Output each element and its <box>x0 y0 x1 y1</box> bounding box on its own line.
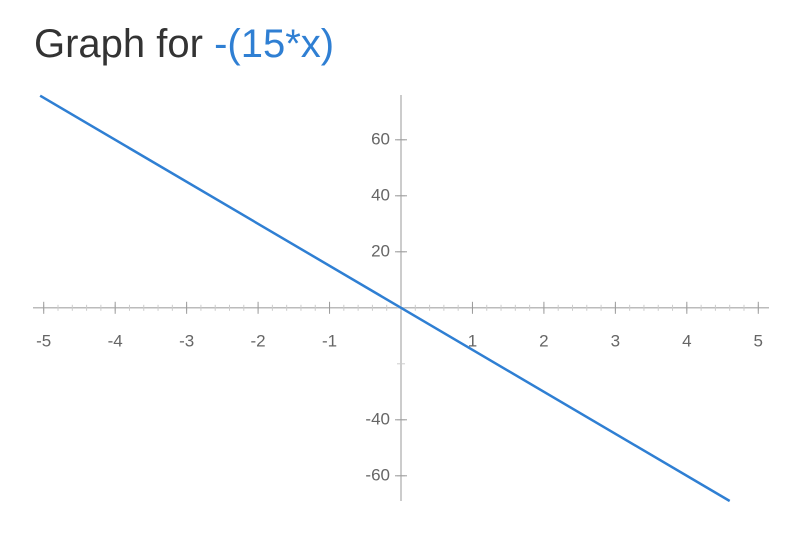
y-tick-label: 60 <box>371 129 390 148</box>
y-tick-label: -40 <box>365 409 390 428</box>
x-tick-label: -4 <box>108 331 123 350</box>
x-tick-label: 5 <box>754 331 763 350</box>
x-tick-label: -5 <box>36 331 51 350</box>
x-tick-label: 1 <box>468 331 477 350</box>
line <box>39 94 731 503</box>
title-expression: -(15*x) <box>214 22 334 66</box>
y-tick-label: 40 <box>371 185 390 204</box>
x-tick-label: 2 <box>539 331 548 350</box>
y-tick-label: -60 <box>365 465 390 484</box>
chart-title: Graph for -(15*x) <box>34 22 334 66</box>
title-text: Graph for <box>34 22 214 66</box>
x-tick-label: -3 <box>179 331 194 350</box>
x-tick-label: -2 <box>251 331 266 350</box>
x-tick-label: 3 <box>611 331 620 350</box>
x-tick-label: 4 <box>682 331 691 350</box>
y-tick-label: 20 <box>371 241 390 260</box>
x-tick-label: -1 <box>322 331 337 350</box>
